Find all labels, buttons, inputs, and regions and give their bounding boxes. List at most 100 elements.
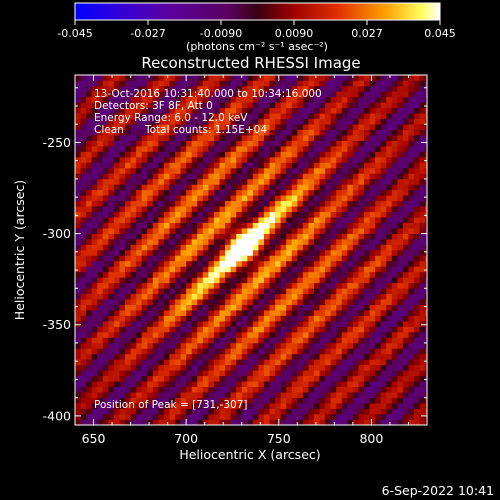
heatmap-cell (163, 392, 170, 398)
heatmap-cell (147, 80, 154, 87)
heatmap-cell (136, 91, 142, 98)
heatmap-cell (119, 271, 126, 278)
heatmap-cell (252, 244, 259, 251)
heatmap-cell (286, 102, 293, 109)
heatmap-cell (225, 222, 231, 229)
heatmap-cell (175, 304, 181, 311)
heatmap-cell (319, 359, 326, 366)
heatmap-cell (80, 135, 87, 141)
heatmap-cell (141, 107, 148, 114)
heatmap-cell (75, 326, 81, 333)
heatmap-cell (125, 173, 131, 180)
heatmap-cell (269, 211, 276, 218)
heatmap-cell (141, 277, 148, 284)
heatmap-cell (347, 364, 354, 371)
heatmap-cell (252, 282, 259, 289)
heatmap-cell (347, 419, 354, 425)
heatmap-cell (414, 222, 420, 229)
heatmap-cell (86, 189, 92, 196)
heatmap-cell (269, 102, 276, 109)
heatmap-cell (136, 140, 142, 147)
heatmap-cell (308, 419, 315, 425)
heatmap-cell (330, 91, 337, 98)
heatmap-cell (86, 337, 92, 344)
heatmap-cell (141, 173, 148, 180)
heatmap-cell (169, 299, 176, 305)
heatmap-cell (425, 239, 427, 245)
heatmap-cell (369, 250, 376, 256)
y-axis-label: Heliocentric Y (arcsec) (12, 180, 27, 320)
heatmap-cell (130, 75, 137, 81)
heatmap-cell (163, 167, 170, 174)
heatmap-cell (91, 370, 98, 377)
heatmap-cell (225, 326, 231, 333)
heatmap-cell (286, 260, 293, 267)
heatmap-cell (125, 91, 131, 98)
colorbar: -0.045 -0.027 -0.0090 0.0090 0.027 0.045 (pho… (57, 2, 456, 53)
heatmap-cell (91, 189, 98, 196)
heatmap-cell (308, 135, 315, 141)
heatmap-cell (163, 370, 170, 377)
heatmap-cell (180, 250, 187, 256)
heatmap-cell (197, 408, 204, 415)
heatmap-cell (80, 403, 87, 409)
heatmap-cell (97, 200, 104, 207)
heatmap-cell (91, 321, 98, 327)
heatmap-cell (291, 250, 298, 256)
heatmap-cell (219, 233, 226, 240)
heatmap-cell (419, 129, 426, 136)
heatmap-cell (136, 239, 142, 245)
heatmap-cell (258, 102, 265, 109)
heatmap-cell (380, 184, 387, 191)
heatmap-cell (341, 157, 348, 163)
heatmap-cell (113, 195, 120, 202)
heatmap-cell (263, 217, 270, 223)
heatmap-cell (347, 375, 354, 382)
heatmap-cell (97, 96, 104, 103)
heatmap-cell (208, 107, 215, 114)
heatmap-cell (230, 403, 237, 409)
heatmap-cell (313, 419, 320, 425)
heatmap-cell (219, 151, 226, 158)
heatmap-cell (219, 337, 226, 344)
heatmap-cell (263, 200, 270, 207)
heatmap-cell (119, 129, 126, 136)
heatmap-cell (425, 167, 427, 174)
heatmap-cell (391, 375, 398, 382)
heatmap-cell (163, 299, 170, 305)
heatmap-cell (330, 277, 337, 284)
heatmap-cell (297, 408, 304, 415)
heatmap-cell (163, 364, 170, 371)
heatmap-cell (208, 129, 215, 136)
heatmap-cell (408, 228, 415, 234)
heatmap-cell (263, 342, 270, 349)
heatmap-cell (141, 118, 148, 125)
heatmap-cell (119, 206, 126, 213)
heatmap-cell (158, 211, 165, 218)
heatmap-cell (91, 277, 98, 284)
heatmap-cell (408, 250, 415, 256)
heatmap-cell (308, 375, 315, 382)
heatmap-cell (347, 113, 354, 120)
heatmap-cell (402, 288, 409, 295)
heatmap-cell (358, 146, 365, 152)
heatmap-cell (286, 315, 293, 322)
heatmap-cell (414, 414, 420, 420)
heatmap-cell (402, 414, 409, 420)
heatmap-cell (163, 146, 170, 152)
heatmap-cell (186, 375, 193, 382)
heatmap-cell (197, 414, 204, 420)
heatmap-cell (230, 364, 237, 371)
heatmap-cell (241, 135, 248, 141)
heatmap-cell (291, 419, 298, 425)
heatmap-cell (202, 135, 209, 141)
heatmap-cell (113, 96, 120, 103)
heatmap-cell (280, 337, 287, 344)
heatmap-cell (364, 178, 370, 185)
heatmap-cell (397, 337, 404, 344)
heatmap-cell (230, 75, 237, 81)
heatmap-cell (213, 189, 220, 196)
heatmap-cell (197, 228, 204, 234)
heatmap-cell (297, 118, 304, 125)
heatmap-cell (230, 135, 237, 141)
